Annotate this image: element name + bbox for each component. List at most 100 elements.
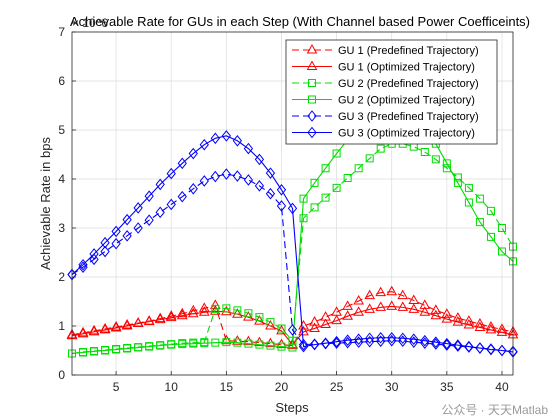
x-tick-label: 30 (385, 380, 399, 394)
legend-label: GU 1 (Predefined Trajectory) (338, 45, 479, 57)
legend-marker-square (308, 95, 316, 104)
data-point-square (288, 343, 297, 352)
plot-frame (71, 31, 514, 376)
data-point-square (343, 174, 352, 183)
data-point-square (277, 324, 286, 333)
data-point-diamond (331, 335, 342, 348)
data-point-square (475, 218, 484, 227)
data-point-triangle (143, 315, 155, 326)
data-point-diamond (453, 339, 463, 351)
data-point-square (244, 309, 253, 318)
data-point-square (156, 341, 165, 350)
data-point-triangle (320, 318, 331, 329)
data-point-square (497, 247, 506, 256)
legend-marker-triangle (306, 43, 318, 54)
data-point-triangle (254, 315, 265, 325)
data-point-triangle (132, 317, 144, 328)
data-point-diamond (265, 187, 276, 200)
y-tick-label: 5 (58, 123, 65, 137)
data-point-diamond (188, 182, 198, 195)
x-tick-label: 40 (495, 380, 509, 394)
watermark: 公众号 · 天天Matlab (441, 403, 548, 417)
series-gu-3-optimized-trajectory (67, 130, 518, 358)
legend-marker-diamond (307, 126, 317, 139)
data-point-diamond (166, 198, 176, 211)
data-point-diamond (78, 258, 88, 271)
data-point-triangle (243, 311, 254, 321)
data-point-triangle (99, 323, 111, 334)
data-point-triangle (88, 325, 100, 336)
data-point-square (134, 343, 143, 352)
data-point-diamond (287, 202, 298, 215)
legend-item-gu-1-optimized-trajectory: GU 1 (Optimized Trajectory) (292, 60, 475, 74)
data-point-triangle (452, 312, 464, 322)
data-point-diamond (497, 344, 507, 357)
data-point-square (486, 206, 495, 215)
data-point-diamond (254, 153, 265, 166)
data-point-diamond (431, 336, 441, 348)
x-tick-label: 20 (275, 380, 289, 394)
data-point-diamond (111, 225, 121, 238)
data-point-diamond (177, 157, 187, 170)
data-point-triangle (364, 303, 376, 313)
data-point-triangle (364, 289, 376, 300)
data-point-diamond (133, 222, 143, 234)
x-tick-label: 10 (165, 380, 179, 394)
data-point-square (233, 306, 242, 315)
data-point-triangle (165, 311, 177, 322)
y-tick-label: 7 (58, 25, 65, 39)
data-point-diamond (342, 334, 353, 347)
data-point-triangle (353, 294, 365, 305)
data-point-diamond (111, 237, 121, 250)
data-point-triangle (375, 286, 387, 297)
data-point-triangle (452, 316, 464, 326)
data-point-square (509, 257, 517, 266)
data-point-diamond (365, 332, 375, 345)
data-point-square (376, 144, 385, 153)
data-point-diamond (486, 343, 496, 356)
legend-label: GU 2 (Predefined Trajectory) (338, 78, 479, 90)
data-point-square (178, 340, 187, 349)
data-point-square (365, 154, 374, 163)
data-point-diamond (309, 338, 320, 351)
data-point-square (442, 159, 451, 168)
data-point-square (211, 304, 220, 313)
data-point-triangle (121, 319, 133, 330)
chart-title: Achievable Rate for GUs in each Step (Wi… (70, 14, 530, 29)
legend-marker-triangle (306, 60, 318, 70)
legend-item-gu-3-optimized-trajectory: GU 3 (Optimized Trajectory) (292, 126, 475, 140)
legend-item-gu-2-predefined-trajectory: GU 2 (Predefined Trajectory) (292, 78, 479, 90)
data-point-triangle (176, 309, 188, 320)
legend-item-gu-1-predefined-trajectory: GU 1 (Predefined Trajectory) (292, 43, 479, 57)
data-point-square (145, 342, 154, 351)
data-point-diamond (265, 167, 276, 179)
data-point-diamond (210, 170, 220, 183)
data-point-triangle (386, 285, 398, 296)
data-point-square (255, 340, 264, 349)
x-tick-label: 35 (440, 380, 454, 394)
legend-label: GU 3 (Predefined Trajectory) (338, 111, 479, 123)
data-point-triangle (309, 322, 320, 332)
data-point-triangle (198, 306, 210, 316)
data-point-triangle (342, 300, 353, 310)
data-point-square (277, 342, 286, 351)
data-point-triangle (463, 315, 475, 325)
legend-label: GU 1 (Optimized Trajectory) (338, 62, 475, 74)
y-axis-label: Achievable Rate in bps (38, 137, 53, 270)
x-tick-label: 5 (113, 380, 120, 394)
data-point-square (464, 198, 473, 207)
data-point-square (233, 338, 242, 347)
data-point-square (167, 340, 176, 349)
data-point-square (244, 339, 253, 348)
data-point-diamond (177, 190, 187, 203)
data-point-square (486, 232, 495, 241)
data-point-square (266, 341, 275, 350)
data-point-diamond (409, 333, 419, 346)
data-point-triangle (265, 319, 276, 330)
data-point-diamond (354, 333, 364, 346)
data-point-square (68, 349, 76, 358)
data-point-diamond (464, 340, 474, 353)
data-point-square (90, 347, 99, 356)
data-point-triangle (309, 316, 320, 326)
